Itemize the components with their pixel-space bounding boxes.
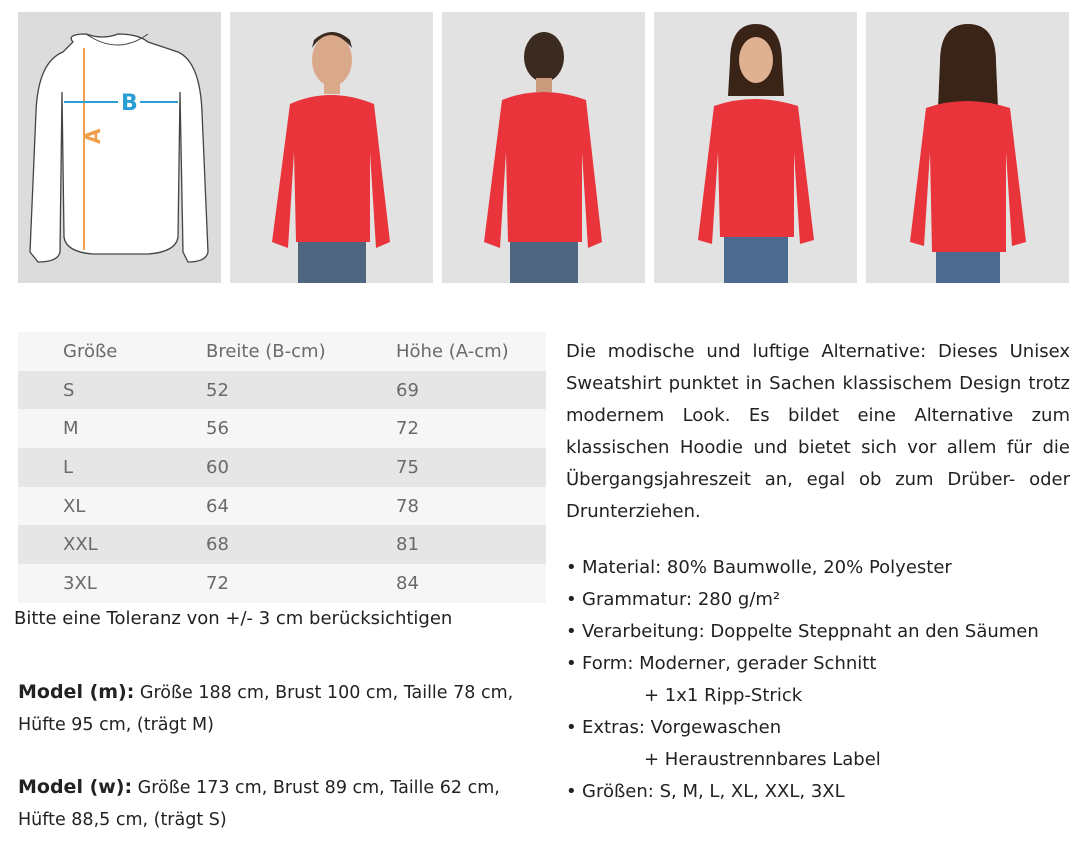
header-size: Größe	[63, 340, 118, 362]
feature-item: Grammatur: 280 g/m²	[566, 584, 1070, 616]
cell: 68	[206, 534, 229, 556]
cell: 3XL	[63, 572, 97, 594]
table-row: XL 64 78	[18, 486, 546, 526]
table-header-row: Größe Breite (B-cm) Höhe (A-cm)	[18, 332, 546, 371]
product-description: Die modische und luftige Alternative: Di…	[566, 341, 1070, 522]
feature-item: Verarbeitung: Doppelte Steppnaht an den …	[566, 616, 1070, 648]
model-w-label: Model (w):	[18, 776, 133, 798]
tolerance-note: Bitte eine Toleranz von +/- 3 cm berücks…	[14, 608, 453, 629]
feature-item-continued: + Heraustrennbares Label	[644, 749, 881, 770]
feature-item: Material: 80% Baumwolle, 20% Polyester	[566, 552, 1070, 584]
model-m-info: Model (m): Größe 188 cm, Brust 100 cm, T…	[18, 676, 538, 741]
cell: XXL	[63, 534, 98, 556]
cell: 81	[396, 534, 419, 556]
feature-list: Material: 80% Baumwolle, 20% Polyester G…	[566, 552, 1070, 808]
cell: XL	[63, 495, 86, 517]
cell: 56	[206, 418, 229, 440]
cell: 60	[206, 456, 229, 478]
photo-model-w-front	[654, 12, 857, 283]
table-row: M 56 72	[18, 409, 546, 449]
size-table: Größe Breite (B-cm) Höhe (A-cm) S 52 69 M 56 7…	[18, 332, 546, 603]
photo-model-m-front	[230, 12, 433, 283]
label-a: A	[81, 128, 105, 144]
model-m-line1: Größe 188 cm, Brust 100 cm, Taille 78 cm…	[134, 683, 514, 703]
photo-model-m-back	[442, 12, 645, 283]
model-m-label: Model (m):	[18, 681, 135, 703]
model-w-info: Model (w): Größe 173 cm, Brust 89 cm, Ta…	[18, 771, 538, 836]
table-row: 3XL 72 84	[18, 564, 546, 603]
feature-item-continued: + 1x1 Ripp-Strick	[644, 685, 803, 706]
cell: 64	[206, 495, 229, 517]
feature-item: Extras: Vorgewaschen	[566, 712, 1070, 744]
cell: S	[63, 379, 75, 401]
table-row: XXL 68 81	[18, 525, 546, 565]
feature-item: Größen: S, M, L, XL, XXL, 3XL	[566, 776, 1070, 808]
cell: 72	[206, 572, 229, 594]
model-w-line1: Größe 173 cm, Brust 89 cm, Taille 62 cm,	[132, 778, 500, 798]
photo-model-w-back	[866, 12, 1069, 283]
cell: 84	[396, 572, 419, 594]
label-b: B	[121, 91, 138, 116]
cell: 78	[396, 495, 419, 517]
feature-item: Form: Moderner, gerader Schnitt	[566, 648, 1070, 680]
cell: M	[63, 418, 79, 440]
cell: 69	[396, 379, 419, 401]
header-height: Höhe (A-cm)	[396, 340, 509, 362]
cell: 52	[206, 379, 229, 401]
size-diagram: A B	[18, 12, 221, 283]
cell: 75	[396, 456, 419, 478]
table-row: S 52 69	[18, 370, 546, 410]
cell: 72	[396, 418, 419, 440]
cell: L	[63, 456, 74, 478]
header-width: Breite (B-cm)	[206, 340, 326, 362]
model-m-line2: Hüfte 95 cm, (trägt M)	[18, 715, 214, 735]
table-row: L 60 75	[18, 448, 546, 487]
model-w-line2: Hüfte 88,5 cm, (trägt S)	[18, 810, 227, 830]
